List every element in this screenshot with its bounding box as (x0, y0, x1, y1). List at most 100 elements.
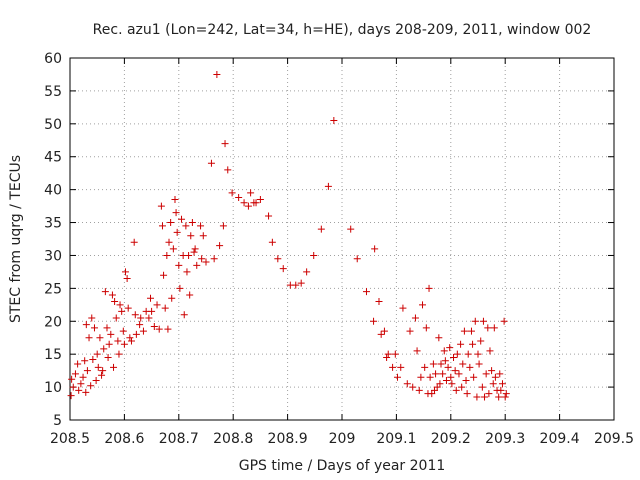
data-point (268, 238, 276, 246)
data-point (488, 367, 496, 375)
data-point (101, 288, 109, 296)
data-point (371, 245, 379, 253)
data-point (83, 367, 91, 375)
x-axis-label: GPS time / Days of year 2011 (239, 458, 446, 474)
data-point (180, 311, 188, 319)
data-point (384, 350, 392, 358)
x-tick-label: 209.3 (485, 431, 525, 447)
data-point (126, 334, 134, 342)
data-point (131, 311, 139, 319)
data-point (168, 294, 176, 302)
data-point (486, 347, 494, 355)
data-point (219, 222, 227, 230)
data-point (120, 340, 128, 348)
x-tick-label: 209.1 (376, 431, 416, 447)
data-point (310, 251, 318, 259)
data-point (484, 324, 492, 332)
data-point (459, 360, 467, 368)
data-point (132, 330, 140, 338)
data-point (432, 370, 440, 378)
data-point (409, 383, 417, 391)
data-point (247, 189, 255, 197)
data-point (458, 383, 466, 391)
x-tick-label: 208.7 (159, 431, 199, 447)
data-point (353, 255, 361, 263)
data-point (391, 350, 399, 358)
x-tick-label: 208.5 (50, 431, 90, 447)
data-point (389, 363, 397, 371)
data-point (453, 350, 461, 358)
data-point (303, 268, 311, 276)
data-point (297, 279, 305, 287)
data-point (112, 314, 120, 322)
data-point (110, 363, 118, 371)
chart-title: Rec. azu1 (Lon=242, Lat=34, h=HE), days … (93, 22, 592, 38)
data-point (94, 363, 102, 371)
data-point (155, 325, 163, 333)
y-tick-label: 40 (44, 183, 62, 199)
data-point (123, 274, 131, 282)
data-point (292, 281, 300, 289)
x-tick-label: 208.9 (268, 431, 308, 447)
data-point (347, 225, 355, 233)
data-point (89, 355, 97, 363)
data-point (377, 330, 385, 338)
axes (69, 57, 615, 421)
data-point (81, 357, 89, 365)
data-point (406, 327, 414, 335)
data-point (422, 324, 430, 332)
data-point (160, 271, 168, 279)
data-point (274, 255, 282, 263)
data-point (228, 189, 236, 197)
data-point (148, 307, 156, 315)
y-tick-label: 5 (53, 413, 62, 429)
data-point (153, 301, 161, 309)
data-point (497, 386, 505, 394)
data-point (164, 325, 172, 333)
data-point (193, 261, 201, 269)
data-point (79, 373, 87, 381)
data-point (464, 350, 472, 358)
data-point (455, 370, 463, 378)
data-point (130, 238, 138, 246)
data-point (185, 251, 193, 259)
data-point (491, 373, 499, 381)
x-tick-label: 209.4 (540, 431, 580, 447)
data-point (429, 360, 437, 368)
data-point (92, 377, 100, 385)
data-point (490, 324, 498, 332)
x-tick-label: 209.2 (431, 431, 471, 447)
data-point (221, 140, 229, 148)
y-tick-label: 25 (44, 281, 62, 297)
data-point (108, 291, 116, 299)
data-point (383, 353, 391, 361)
data-point (444, 363, 452, 371)
data-point (118, 307, 126, 315)
data-point (137, 314, 145, 322)
data-point (460, 327, 468, 335)
x-tick-label: 208.6 (104, 431, 144, 447)
data-point (145, 314, 153, 322)
data-point (451, 367, 459, 375)
data-point (175, 261, 183, 269)
data-point (437, 360, 445, 368)
data-point (467, 327, 475, 335)
data-point (375, 298, 383, 306)
data-point (188, 219, 196, 227)
data-point (435, 334, 443, 342)
data-points (67, 70, 510, 401)
data-point (463, 390, 471, 398)
data-point (498, 380, 506, 388)
data-point (478, 383, 486, 391)
data-point (187, 232, 195, 240)
x-tick-labels: 208.5 208.6 208.7 208.8 208.9 209 209.1 209.2 20… (50, 431, 634, 447)
data-point (71, 370, 79, 378)
data-point (481, 393, 489, 401)
data-point (362, 288, 370, 296)
data-point (256, 196, 264, 204)
data-point (442, 377, 450, 385)
y-tick-label: 15 (44, 347, 62, 363)
y-tick-label: 55 (44, 84, 62, 100)
data-point (399, 304, 407, 312)
